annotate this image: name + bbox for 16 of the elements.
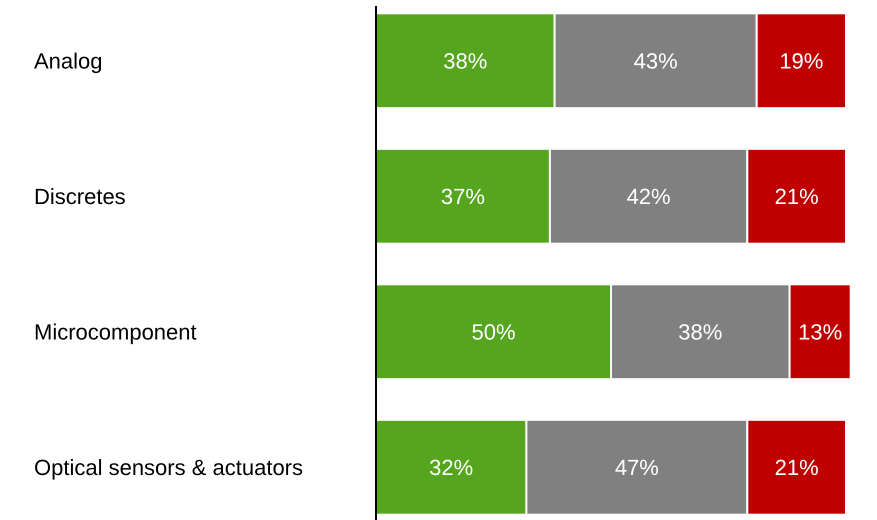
- data-label: 21%: [774, 184, 819, 209]
- data-label: 19%: [779, 48, 824, 74]
- data-label: 43%: [634, 48, 678, 74]
- data-label: 38%: [678, 319, 722, 344]
- data-label: 47%: [614, 454, 659, 480]
- data-label: 50%: [471, 319, 516, 344]
- data-label: 38%: [443, 48, 488, 74]
- y-tick-label: Analog: [34, 48, 103, 74]
- data-label: 32%: [429, 454, 474, 480]
- data-label: 21%: [774, 454, 819, 480]
- y-tick-label: Discretes: [34, 184, 126, 209]
- y-tick-label: Microcomponent: [34, 319, 197, 344]
- data-label: 13%: [798, 319, 842, 344]
- data-label: 42%: [626, 184, 671, 209]
- y-tick-label: Optical sensors & actuators: [34, 454, 304, 480]
- data-label: 37%: [440, 184, 485, 209]
